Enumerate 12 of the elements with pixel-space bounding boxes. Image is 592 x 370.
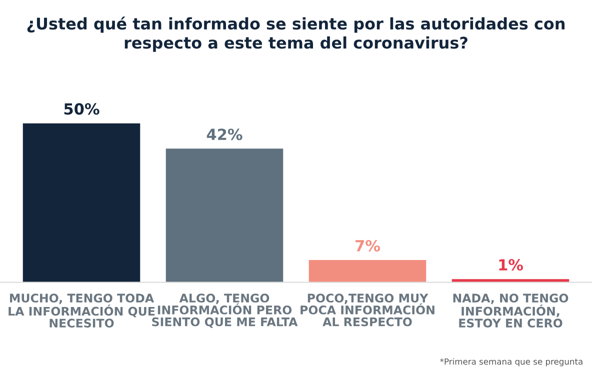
data-label: 1% <box>499 259 523 271</box>
data-label: 42% <box>206 128 242 140</box>
data-label: 50% <box>64 103 100 115</box>
x-tick-label: POCO,TENGO MUY POCA INFORMACIÓN AL RESPECTO <box>300 294 434 326</box>
text: *Primera semana que se pregunta <box>440 358 582 366</box>
bar <box>22 123 140 282</box>
bar <box>166 148 284 282</box>
bar <box>308 260 426 282</box>
x-tick-label: NADA, NO TENGO INFORMACIÓN, ESTOY EN CERO <box>453 294 568 328</box>
bar <box>452 279 570 282</box>
data-label: 7% <box>356 240 380 252</box>
chart-title: ¿Usted qué tan informado se siente por las autoridades con respecto a este tema del coronavirus? <box>27 16 565 52</box>
